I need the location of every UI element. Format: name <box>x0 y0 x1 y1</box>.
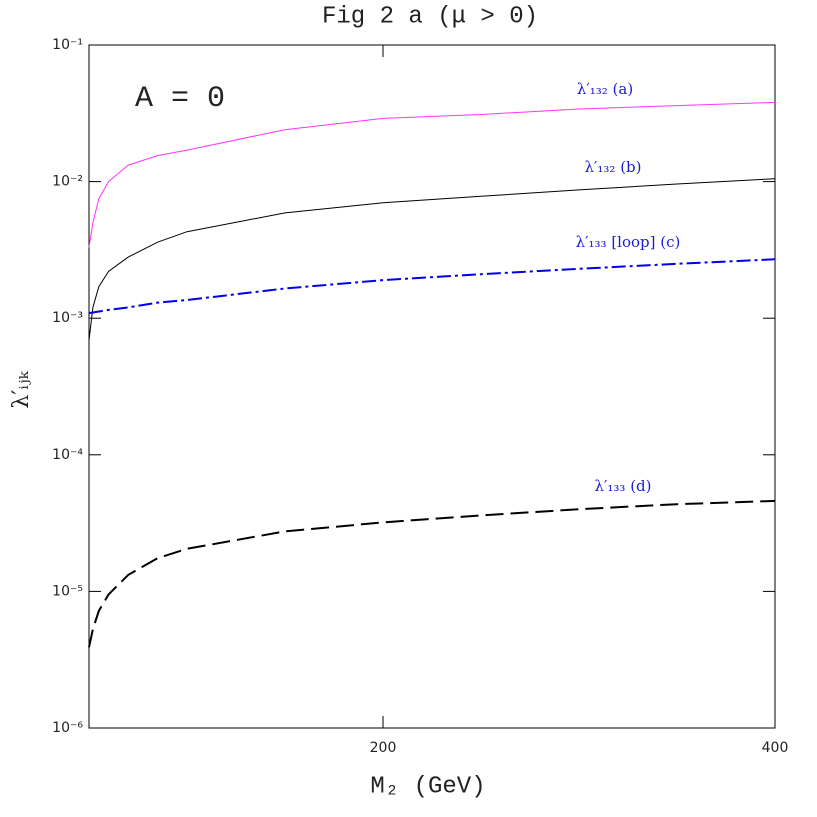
series-line <box>88 101 776 248</box>
y-tick-label: 10⁻¹ <box>52 37 83 53</box>
plot-frame <box>88 44 776 729</box>
annotation: A = 0 <box>135 82 225 116</box>
y-tick-label: 10⁻³ <box>52 310 83 326</box>
x-tick-label: 200 <box>370 740 397 756</box>
series-label: λ′₁₃₂ (b) <box>584 158 641 176</box>
series-label: λ′₁₃₃ (d) <box>594 477 651 495</box>
y-axis-label: λ′ᵢⱼₖ <box>9 370 34 408</box>
series-label: λ′₁₃₃ [loop] (c) <box>576 233 681 251</box>
y-tick-label: 10⁻² <box>52 174 83 190</box>
y-tick-label: 10⁻⁴ <box>52 447 83 463</box>
x-axis-label: M₂ (GeV) <box>370 773 485 800</box>
chart-title: Fig 2 a (μ > 0) <box>322 3 538 30</box>
y-tick-label: 10⁻⁶ <box>52 720 83 736</box>
series-line <box>88 178 776 341</box>
series-label: λ′₁₃₂ (a) <box>577 80 633 98</box>
series-line <box>88 499 776 648</box>
y-tick-label: 10⁻⁵ <box>52 583 83 599</box>
x-tick-label: 400 <box>762 740 789 756</box>
series-line <box>88 258 776 315</box>
